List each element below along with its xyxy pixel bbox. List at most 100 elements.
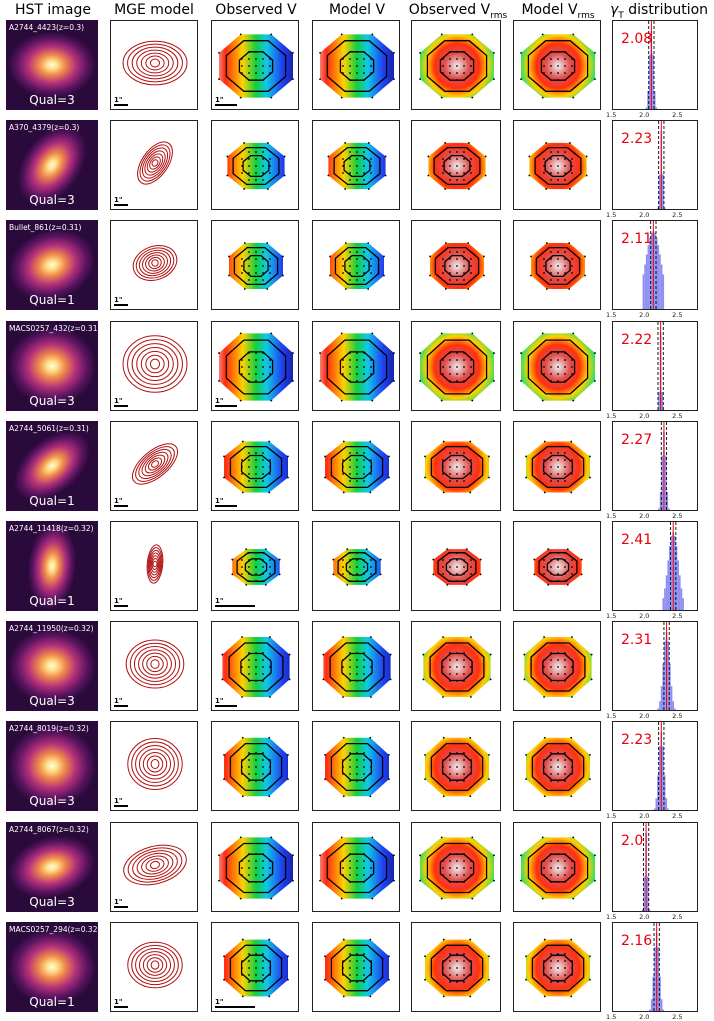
spaxel-dot: [543, 573, 545, 575]
flux-contour: [542, 954, 574, 982]
spaxel-dot: [550, 973, 552, 976]
spaxel-dot: [342, 65, 344, 67]
spaxel-dot: [370, 365, 372, 368]
spaxel-dot: [389, 653, 392, 656]
mge-contour: [127, 941, 183, 989]
spaxel-dot: [467, 188, 470, 191]
spaxel-dot: [456, 752, 458, 755]
spaxel-dot: [356, 573, 358, 575]
gamma-axis-tick: 1.5: [606, 211, 617, 220]
galaxy-name: A2744_5061(z=0.31): [9, 423, 89, 433]
spaxel-dot: [463, 365, 465, 368]
spaxel-dot: [241, 666, 243, 669]
spaxel-dot: [388, 455, 390, 458]
flux-contour: [441, 753, 473, 782]
spaxel-dot: [262, 58, 264, 60]
spaxel-dot: [342, 673, 344, 676]
spaxel-dot: [449, 659, 451, 662]
spaxel-dot: [550, 472, 552, 475]
spaxel-dot: [456, 72, 458, 74]
spaxel-dot: [550, 652, 552, 655]
quality-label: Qual=1: [29, 994, 75, 1009]
spaxel-dot: [557, 258, 559, 261]
spaxel-dot: [255, 552, 257, 554]
spaxel-dot: [221, 678, 224, 681]
spaxel-dot: [349, 552, 351, 554]
spaxel-dot: [349, 673, 351, 676]
spaxel-dot: [463, 952, 465, 955]
spaxel-dot: [269, 759, 271, 762]
spaxel-dot: [550, 866, 552, 869]
spaxel-dot: [356, 151, 358, 154]
spaxel-dot: [557, 165, 559, 168]
spaxel-dot: [449, 580, 451, 582]
spaxel-dot: [248, 51, 250, 53]
spaxel-dot: [243, 188, 246, 191]
spaxel-dot: [255, 65, 257, 67]
spaxel-dot: [493, 379, 495, 382]
spaxel-dot: [444, 142, 447, 145]
spaxel-dot: [557, 79, 559, 81]
spaxel-dot: [384, 155, 387, 158]
spaxel-dot: [557, 379, 559, 382]
spaxel-dot: [269, 573, 271, 575]
scale-bar-label: 1": [114, 997, 123, 1006]
spaxel-dot: [370, 272, 372, 275]
spaxel-dot: [541, 836, 544, 838]
mge-contour: [149, 552, 161, 576]
spaxel-dot: [356, 172, 358, 175]
spaxel-dot: [370, 966, 372, 969]
spaxel-dot: [269, 859, 271, 862]
spaxel-dot: [493, 78, 495, 80]
spaxel-dot: [571, 866, 573, 869]
spaxel-dot: [370, 773, 372, 776]
spaxel-dot: [356, 880, 358, 883]
histogram-bar: [653, 91, 656, 109]
spaxel-dot: [255, 451, 257, 454]
spaxel-dot: [550, 559, 552, 561]
flux-contour: [238, 853, 274, 883]
spaxel-dot: [442, 973, 444, 976]
spaxel-dot: [550, 272, 552, 275]
spaxel-dot: [449, 773, 451, 776]
header-gamma-symbol: γ: [610, 2, 619, 18]
spaxel-dot: [572, 399, 575, 402]
spaxel-dot: [470, 959, 472, 962]
spaxel-dot: [371, 399, 374, 402]
spaxel-dot: [571, 859, 573, 862]
spaxel-dot: [470, 58, 472, 60]
spaxel-dot: [442, 666, 444, 669]
spaxel-dot: [287, 455, 289, 458]
spaxel-dot: [218, 879, 220, 882]
spaxel-dot: [248, 479, 250, 482]
spaxel-dot: [268, 491, 271, 494]
spaxel-dot: [580, 558, 583, 561]
spaxel-dot: [550, 959, 552, 962]
spaxel-dot: [248, 780, 250, 783]
spaxel-dot: [541, 33, 544, 36]
spaxel-dot: [349, 866, 351, 869]
spaxel-dot: [449, 966, 451, 969]
spaxel-dot: [241, 358, 243, 361]
flux-contour: [527, 339, 589, 395]
spaxel-dot: [255, 959, 257, 962]
gamma-axis-tick: 2.0: [639, 812, 650, 821]
spaxel-dot: [470, 666, 472, 669]
spaxel-dot: [367, 288, 370, 291]
spaxel-dot: [456, 773, 458, 776]
scale-bar: 1": [215, 697, 237, 708]
spaxel-dot: [243, 288, 246, 291]
spaxel-dot: [262, 65, 264, 67]
histogram-bar: [670, 686, 673, 711]
spaxel-dot: [356, 859, 358, 862]
gamma-axis-tick: 1.5: [606, 912, 617, 921]
spaxel-dot: [349, 158, 351, 161]
spaxel-dot: [383, 255, 385, 258]
spaxel-dot: [363, 866, 365, 869]
spaxel-dot: [262, 780, 264, 783]
spaxel-dot: [393, 78, 395, 80]
spaxel-dot: [363, 773, 365, 776]
spaxel-dot: [449, 873, 451, 876]
spaxel-dot: [424, 476, 426, 479]
spaxel-dot: [467, 288, 470, 291]
